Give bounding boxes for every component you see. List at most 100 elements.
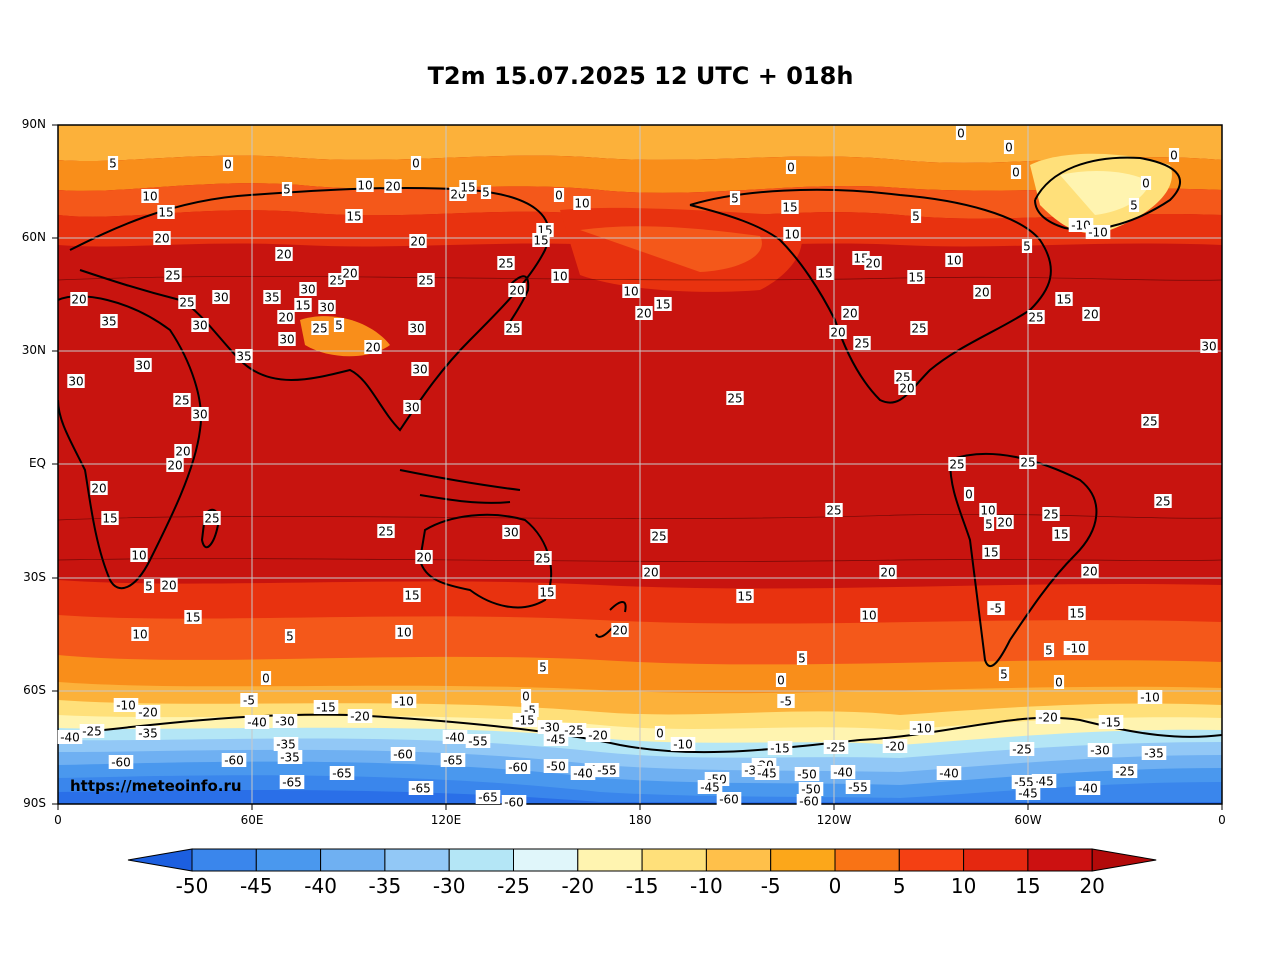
isotherm-label: 15 [983,546,998,560]
isotherm-label: 20 [161,579,176,593]
colorbar-label: 5 [892,874,906,898]
colorbar-segment [834,848,900,872]
isotherm-label: 20 [385,180,400,194]
isotherm-label-bg [222,157,234,171]
isotherm-label: -30 [1090,744,1110,758]
isotherm-label-bg [391,694,417,708]
isotherm-label: 20 [643,566,658,580]
isotherm-label: 0 [412,157,420,171]
isotherm-label: 20 [997,516,1012,530]
isotherm-label: -10 [912,722,932,736]
isotherm-label: 10 [142,190,157,204]
isotherm-label: -15 [770,742,790,756]
isotherm-label: 20 [1083,308,1098,322]
isotherm-label: -25 [82,725,102,739]
isotherm-label: -10 [116,699,136,713]
isotherm-label-bg [153,231,171,245]
isotherm-label: 25 [378,525,393,539]
lat-label-60s: 60S [23,683,46,697]
isotherm-label: 30 [404,401,419,415]
isotherm-label: 25 [505,322,520,336]
isotherm-label-bg [497,256,515,270]
coast-greenland [1034,156,1181,231]
isotherm-label: 30 [319,301,334,315]
colorbar-label: 15 [1015,874,1041,898]
coast-indonesia [399,469,521,504]
isotherm-label: -45 [1034,775,1054,789]
isotherm-label-bg [395,625,413,639]
isotherm-label-bg [459,180,477,194]
isotherm-label-bg [910,321,928,335]
isotherm-label-bg [650,529,668,543]
isotherm-label-bg [272,714,298,728]
isotherm-label-bg [107,156,119,170]
isotherm-label: -40 [573,767,593,781]
isotherm-label: 5 [539,661,547,675]
isotherm-label: 20 [416,551,431,565]
isotherm-label-bg [166,458,184,472]
isotherm-label: 10 [396,626,411,640]
isotherm-label: -60 [504,796,524,810]
isotherm-label: 25 [854,337,869,351]
lon-label-180: 180 [628,813,652,827]
isotherm-label: 5 [1000,668,1008,682]
isotherm-label-bg [135,726,161,740]
colorbar-over-arrow [1091,848,1157,872]
isotherm-label-bg [505,760,531,774]
isotherm-label: 25 [174,394,189,408]
coast-australia [418,513,553,609]
isotherm-label-bg [403,588,421,602]
isotherm-label: -60 [508,761,528,775]
isotherm-label: -65 [332,767,352,781]
colorbar-segment [963,848,1029,872]
isotherm-label-bg [534,551,552,565]
isotherm-label-bg [277,750,303,764]
isotherm-label-bg [415,550,433,564]
isotherm-label-bg [143,579,155,593]
isotherm-label: 15 [1069,607,1084,621]
isotherm-label-bg [203,511,221,525]
isotherm-label: -45 [757,767,777,781]
isotherm-label: 30 [192,319,207,333]
isotherm-label: 30 [68,375,83,389]
colorbar-segment [255,848,322,872]
isotherm-label-bg [973,285,991,299]
isotherm-label-bg [1128,198,1140,212]
isotherm-label-bg [853,336,871,350]
isotherm-label: 25 [1142,415,1157,429]
isotherm-label: 10 [861,609,876,623]
isotherm-label: -60 [224,754,244,768]
isotherm-label-bg [70,292,88,306]
isotherm-label-bg [178,295,196,309]
isotherm-label: 15 [817,267,832,281]
isotherm-label: -35 [280,751,300,765]
lat-label-30n: 30N [21,343,46,357]
isotherm-label: -60 [393,748,413,762]
isotherm-label: 15 [1056,293,1071,307]
isotherm-label-bg [585,728,611,742]
isotherm-label: -30 [540,721,560,735]
isotherm-label: 15 [185,611,200,625]
isotherm-label: -40 [1078,782,1098,796]
isotherm-label-bg [160,578,178,592]
isotherm-label: 25 [329,274,344,288]
isotherm-label-bg [508,283,526,297]
isotherm-label-bg [294,298,312,312]
isotherm-label-bg [79,724,105,738]
isotherm-label-bg [622,284,640,298]
isotherm-label: 30 [192,408,207,422]
isotherm-label-bg [864,256,882,270]
isotherm-label: -20 [350,710,370,724]
colorbar-label: -45 [239,874,273,898]
colorbar-label: 0 [828,874,842,898]
isotherm-label-bg [945,253,963,267]
isotherm-label-bg [996,515,1014,529]
isotherm-label: -55 [597,764,617,778]
isolines [58,276,1222,562]
isotherm-label-bg [1003,140,1015,154]
isotherm-label: -60 [799,795,819,809]
isotherm-label: 5 [286,630,294,644]
isotherm-label: 30 [213,291,228,305]
lon-label-0-right: 0 [1218,813,1226,827]
isotherm-label: 10 [357,179,372,193]
